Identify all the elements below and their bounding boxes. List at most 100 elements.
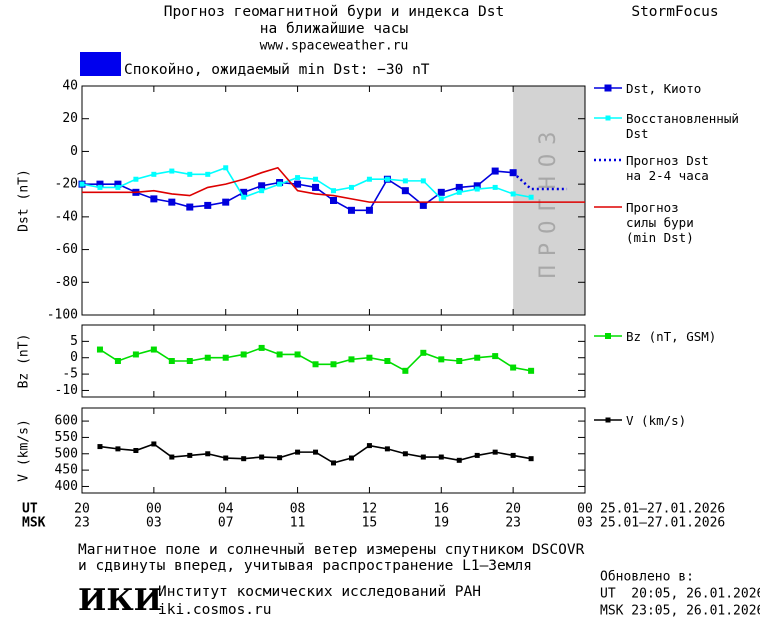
point <box>528 367 535 374</box>
point <box>132 351 139 358</box>
x-tick-label: 04 <box>218 502 234 517</box>
series-line <box>82 166 585 203</box>
y-tick-label: -10 <box>55 383 78 398</box>
point <box>366 443 372 449</box>
point <box>492 353 499 360</box>
y-tick-label: 400 <box>55 479 78 494</box>
point <box>419 201 427 209</box>
point <box>455 183 463 191</box>
point <box>186 203 194 211</box>
x-tick-label: 00 <box>146 502 162 517</box>
point <box>528 456 534 462</box>
point <box>223 455 229 461</box>
point <box>187 452 193 458</box>
legend-label: V (km/s) <box>626 413 687 428</box>
updated-msk: MSK 23:05, 26.01.2026 <box>600 604 760 619</box>
point <box>295 175 301 181</box>
point <box>258 344 265 351</box>
legend-marker <box>605 333 611 339</box>
point <box>151 171 157 177</box>
point <box>277 455 283 461</box>
point <box>510 364 517 371</box>
y-tick-label: -20 <box>55 177 78 192</box>
point <box>420 178 426 184</box>
y-tick-label: 0 <box>70 144 78 159</box>
point <box>347 206 355 214</box>
point <box>348 184 354 190</box>
legend-label: Прогноз силы бури (min Dst) <box>626 200 694 245</box>
point <box>348 455 354 461</box>
y-tick-label: 40 <box>62 79 78 94</box>
point <box>187 171 193 177</box>
point <box>151 441 157 447</box>
updated-ut: UT 20:05, 26.01.2026 <box>600 587 760 602</box>
x-tick-label: 08 <box>290 502 306 517</box>
point <box>402 451 408 457</box>
y-tick-label: -5 <box>62 367 78 382</box>
point <box>313 176 319 182</box>
y-tick-label: 5 <box>70 334 78 349</box>
legend-label: Bz (nT, GSM) <box>626 329 717 344</box>
point <box>510 191 516 197</box>
point <box>295 449 301 455</box>
point <box>456 189 462 195</box>
x-axis-label: UT <box>22 502 38 517</box>
point <box>402 367 409 374</box>
point <box>205 451 211 457</box>
point <box>474 452 480 458</box>
point <box>97 184 103 190</box>
point <box>150 195 158 203</box>
x-tick-label-msk: 03 <box>577 516 593 531</box>
plot-frame <box>81 407 586 494</box>
title: Прогноз геомагнитной бури и индекса Dst <box>164 4 504 20</box>
x-tick-label: 12 <box>362 502 378 517</box>
y-tick-label: -100 <box>47 308 78 323</box>
point <box>169 168 175 174</box>
date-range: 25.01–27.01.2026 <box>600 502 725 517</box>
point <box>437 188 445 196</box>
y-tick-label: 550 <box>55 430 78 445</box>
point <box>313 449 319 455</box>
institute: Институт космических исследований РАН <box>158 584 481 600</box>
point <box>79 181 85 187</box>
point <box>491 167 499 175</box>
point <box>276 351 283 358</box>
point <box>150 346 157 353</box>
point <box>438 356 445 363</box>
point <box>186 358 193 364</box>
y-axis-label: V (km/s) <box>17 419 32 482</box>
point <box>240 351 247 358</box>
point <box>241 194 247 200</box>
brand: StormFocus <box>631 4 718 20</box>
point <box>384 358 391 364</box>
point <box>312 183 320 191</box>
point <box>115 184 121 190</box>
x-tick-label-msk: 23 <box>74 516 90 531</box>
point <box>384 446 390 452</box>
point <box>456 457 462 463</box>
point <box>509 169 517 177</box>
point <box>420 349 427 356</box>
point <box>438 454 444 460</box>
point <box>312 361 319 368</box>
legend-label: Dst, Киото <box>626 81 702 96</box>
point <box>114 358 121 364</box>
point <box>331 460 336 466</box>
point <box>204 354 211 361</box>
x-axis-label: MSK <box>22 516 46 531</box>
point <box>330 361 337 368</box>
x-tick-label-msk: 11 <box>290 516 306 531</box>
point <box>168 198 176 206</box>
y-axis-label: Bz (nT) <box>17 334 32 389</box>
x-tick-label: 20 <box>505 502 521 517</box>
y-tick-label: 450 <box>55 463 78 478</box>
point <box>365 206 373 214</box>
point <box>384 176 390 182</box>
point <box>115 446 121 452</box>
point <box>241 456 247 462</box>
y-tick-label: -40 <box>55 209 78 224</box>
note: и сдвинуты вперед, учитывая распростране… <box>78 558 532 574</box>
logo: ИКИ <box>78 583 162 618</box>
point <box>240 188 248 196</box>
point <box>133 176 139 182</box>
